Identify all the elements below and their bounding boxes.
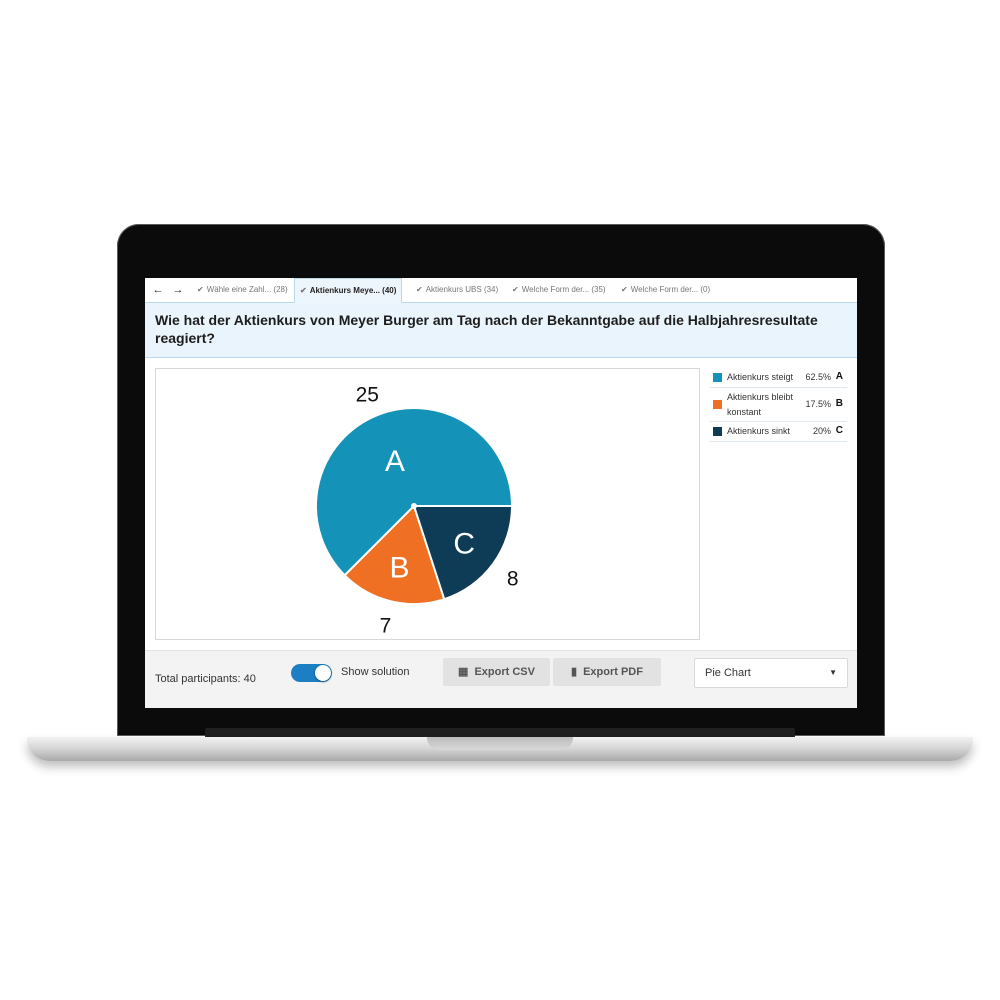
caret-down-icon: ▼	[829, 668, 837, 677]
show-solution-label: Show solution	[341, 666, 410, 678]
legend-item-a: Aktienkurs steigt 62.5% A	[710, 368, 847, 388]
legend-label: Aktienkurs steigt	[727, 372, 794, 382]
question-tab-bar: ← → ✔ Wähle eine Zahl... (28) ✔ Aktienkurs…	[145, 278, 857, 303]
pie-slice-c	[412, 505, 514, 601]
pie-chart: A 25 B 7 C 8	[315, 383, 519, 638]
legend-label: Aktienkurs bleibt konstant	[727, 392, 794, 417]
check-icon: ✔	[300, 286, 307, 295]
show-solution-toggle[interactable]	[291, 664, 332, 682]
slice-letter-label: A	[385, 445, 405, 478]
chart-legend: Aktienkurs steigt 62.5% A Aktienkurs ble…	[710, 368, 847, 442]
legend-letter: A	[835, 371, 843, 382]
tab-label: Aktienkurs Meye... (40)	[309, 286, 397, 295]
legend-percent: 17.5%	[805, 399, 831, 409]
legend-swatch	[713, 400, 722, 409]
legend-letter: B	[835, 398, 843, 409]
chart-type-select[interactable]: Pie Chart ▼	[694, 658, 848, 688]
slice-value-label: 25	[356, 383, 379, 406]
check-icon: ✔	[416, 285, 423, 294]
check-icon: ✔	[512, 285, 519, 294]
laptop-notch	[427, 737, 573, 750]
table-icon: ▦	[458, 666, 469, 678]
legend-swatch	[713, 427, 722, 436]
legend-label: Aktienkurs sinkt	[727, 426, 791, 436]
legend-percent: 20%	[812, 426, 831, 436]
legend-percent: 62.5%	[805, 372, 831, 382]
slice-letter-label: B	[390, 551, 410, 584]
legend-swatch	[713, 373, 722, 382]
tab-question-5[interactable]: ✔ Welche Form der... (0)	[621, 278, 710, 302]
app-screen: ← → ✔ Wähle eine Zahl... (28) ✔ Aktienkurs…	[145, 278, 857, 708]
chart-type-value: Pie Chart	[705, 667, 751, 679]
pie-center-dot	[411, 503, 417, 509]
check-icon: ✔	[197, 285, 204, 294]
chart-panel: A 25 B 7 C 8	[155, 368, 700, 640]
file-icon: ▮	[571, 666, 578, 678]
export-pdf-label: Export PDF	[583, 666, 643, 678]
legend-letter: C	[835, 425, 843, 436]
toggle-knob	[315, 665, 331, 681]
slice-value-label: 8	[507, 568, 519, 591]
tab-question-2[interactable]: ✔ Aktienkurs Meye... (40)	[294, 278, 403, 303]
check-icon: ✔	[621, 285, 628, 294]
laptop-hinge	[205, 728, 795, 738]
export-csv-button[interactable]: ▦ Export CSV	[443, 658, 550, 686]
pie-slice-b	[343, 504, 446, 605]
legend-item-c: Aktienkurs sinkt 20% C	[710, 422, 847, 442]
tab-label: Welche Form der... (35)	[521, 285, 606, 294]
export-csv-label: Export CSV	[474, 666, 535, 678]
tab-question-4[interactable]: ✔ Welche Form der... (35)	[512, 278, 606, 302]
slice-letter-label: C	[453, 527, 475, 560]
slice-value-label: 7	[380, 615, 392, 638]
arrow-left-icon[interactable]: ←	[152, 284, 164, 296]
tab-question-1[interactable]: ✔ Wähle eine Zahl... (28)	[197, 278, 288, 302]
tab-label: Welche Form der... (0)	[630, 285, 711, 294]
pie-slice-a	[315, 407, 514, 577]
question-title: Wie hat der Aktienkurs von Meyer Burger …	[155, 312, 818, 346]
results-footer: Total participants: 40 Show solution ▦ Ex…	[145, 650, 857, 708]
tab-label: Wähle eine Zahl... (28)	[206, 285, 288, 294]
total-participants: Total participants: 40	[155, 673, 256, 685]
legend-item-b: Aktienkurs bleibt konstant 17.5% B	[710, 388, 847, 422]
tab-question-3[interactable]: ✔ Aktienkurs UBS (34)	[416, 278, 498, 302]
question-header: Wie hat der Aktienkurs von Meyer Burger …	[145, 303, 857, 358]
tab-label: Aktienkurs UBS (34)	[425, 285, 499, 294]
export-pdf-button[interactable]: ▮ Export PDF	[553, 658, 661, 686]
arrow-right-icon[interactable]: →	[172, 284, 184, 296]
